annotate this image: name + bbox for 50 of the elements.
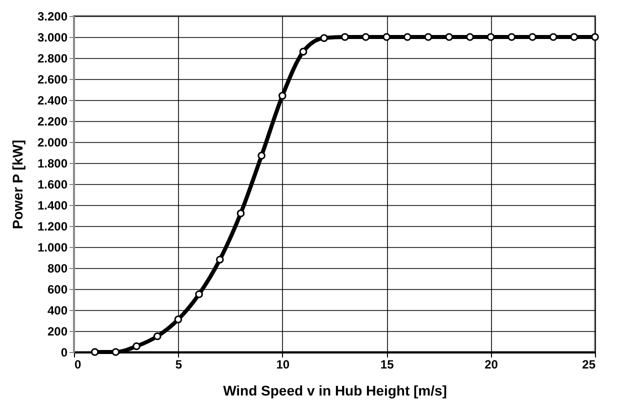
x-tick-label: 15 [380, 358, 394, 372]
y-tick-label: 0 [60, 346, 68, 360]
x-tick-label: 10 [276, 358, 290, 372]
point [320, 34, 328, 42]
x-tick-label: 25 [582, 358, 596, 372]
y-tick-label: 800 [47, 262, 68, 276]
point [341, 33, 349, 41]
point [362, 33, 370, 41]
x-tick-label: 5 [175, 358, 182, 372]
point [549, 33, 558, 41]
y-tick-label: 1.200 [37, 220, 68, 234]
y-tick-label: 3.000 [37, 30, 68, 44]
y-tick-label: 2.000 [37, 136, 68, 150]
point [424, 33, 432, 41]
x-axis-title: Wind Speed v in Hub Height [m/s] [223, 382, 447, 398]
y-tick-label: 1.400 [37, 198, 68, 212]
y-tick-label: 1.000 [37, 240, 68, 254]
point [404, 33, 412, 41]
y-axis-title: Power P [kW] [9, 140, 26, 230]
y-tick-label: 2.800 [37, 52, 68, 66]
point [278, 92, 286, 100]
point [299, 48, 308, 56]
point [216, 256, 224, 264]
y-tick-label: 400 [47, 304, 68, 318]
y-tick-label: 2.400 [37, 94, 68, 108]
point [132, 342, 140, 350]
point [153, 332, 162, 340]
y-tick-label: 2.200 [37, 114, 68, 128]
point [486, 33, 495, 41]
point [528, 33, 536, 41]
point [174, 316, 182, 324]
point [258, 152, 266, 160]
point [195, 290, 203, 298]
x-tick-label: 20 [484, 358, 498, 372]
point [445, 33, 454, 41]
y-tick-label: 3.200 [37, 10, 68, 24]
y-tick-label: 200 [47, 324, 68, 338]
y-tick-label: 1.800 [37, 156, 68, 170]
point [236, 209, 245, 218]
point [90, 348, 99, 356]
y-tick-label: 2.600 [37, 72, 68, 86]
point [570, 33, 578, 41]
x-tick-label: 0 [74, 358, 82, 372]
y-tick-label: 600 [47, 282, 68, 296]
point [112, 348, 120, 356]
y-tick-label: 1.600 [37, 178, 68, 192]
point [466, 33, 474, 41]
point [591, 33, 599, 41]
point [382, 33, 391, 41]
point [508, 33, 516, 41]
